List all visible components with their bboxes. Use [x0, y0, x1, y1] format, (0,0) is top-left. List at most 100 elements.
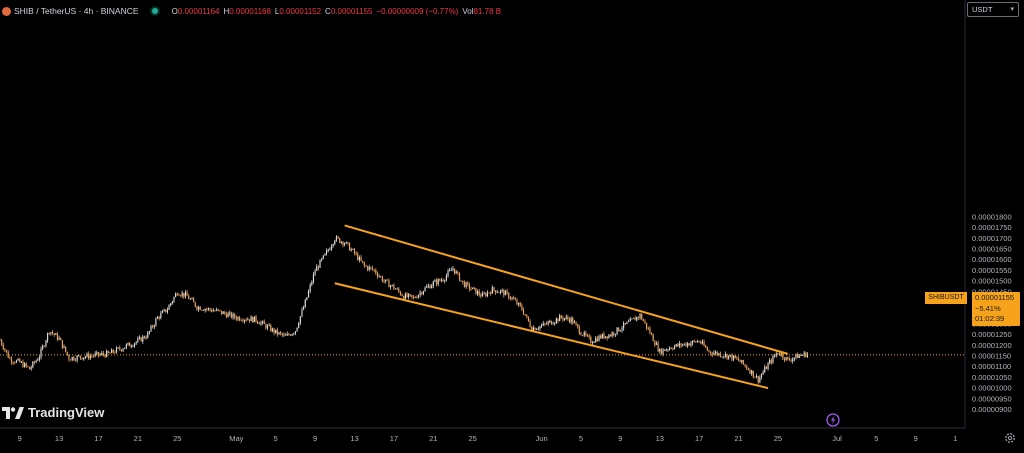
candle-body: [348, 243, 351, 251]
candle-body: [701, 341, 704, 344]
candle-body: [521, 305, 523, 310]
candle-body: [632, 317, 635, 319]
price-tick-label: 0.00001450: [972, 287, 1012, 296]
candle-body: [101, 353, 103, 355]
candle-body: [353, 248, 356, 254]
candle-body: [10, 358, 13, 363]
candle-body: [99, 354, 101, 356]
symbol-title[interactable]: SHIB / TetherUS · 4h · BINANCE: [14, 6, 139, 16]
candle-body: [600, 335, 602, 339]
candle-body: [311, 281, 313, 285]
candle-body: [700, 341, 702, 344]
candle-body: [708, 350, 710, 352]
candle-body: [575, 322, 577, 325]
candle-body: [257, 321, 259, 323]
candle-body: [81, 357, 83, 360]
candle-body: [245, 319, 247, 321]
channel-lower-line[interactable]: [334, 282, 769, 390]
candle-body: [529, 321, 531, 327]
candle-body: [196, 306, 198, 310]
candle-body: [112, 349, 114, 353]
time-tick-label: May: [229, 434, 243, 443]
current-price-change: −5.41%: [975, 303, 1001, 313]
candle-body: [414, 297, 416, 298]
candle-body: [401, 294, 403, 297]
candle-body: [48, 333, 50, 334]
candle-body: [688, 343, 690, 346]
candle-body: [68, 355, 70, 360]
chart-legend: SHIB / TetherUS · 4h · BINANCE O0.000011…: [0, 2, 960, 20]
candle-body: [798, 355, 800, 359]
candle-body: [490, 292, 492, 294]
candle-body: [394, 288, 397, 290]
price-tick-label: 0.00001550: [972, 266, 1012, 275]
candle-body: [17, 358, 19, 361]
candle-body: [467, 282, 469, 285]
candle-body: [742, 360, 745, 365]
market-status-icon[interactable]: [151, 8, 158, 14]
candle-body: [499, 290, 502, 293]
candle-body: [728, 355, 730, 359]
candle-body: [217, 309, 219, 311]
candle-body: [193, 298, 195, 303]
candle-body: [788, 358, 790, 361]
candle-body: [358, 257, 361, 260]
currency-select[interactable]: USDT ▾: [967, 2, 1019, 17]
candle-body: [609, 334, 612, 337]
volume: Vol81.78 B: [462, 6, 502, 16]
candle-body: [623, 323, 625, 329]
candle-body: [774, 355, 776, 357]
candle-body: [603, 333, 605, 339]
candle-body: [56, 333, 59, 340]
candle-body: [755, 376, 758, 378]
candle-body: [83, 357, 85, 360]
candle-body: [61, 340, 63, 348]
candle-body: [626, 322, 628, 324]
candle-body: [271, 328, 274, 332]
time-tick-label: 21: [734, 434, 742, 443]
candle-body: [160, 313, 162, 319]
candle-body: [454, 268, 456, 274]
candle-body: [206, 309, 208, 310]
time-tick-label: 9: [313, 434, 317, 443]
candle-body: [165, 309, 167, 312]
candle-body: [690, 343, 692, 346]
candle-body: [650, 333, 653, 335]
candle-body: [476, 291, 479, 295]
candle-body: [439, 279, 441, 281]
candle-body: [222, 311, 224, 314]
candle-body: [352, 248, 354, 250]
descending-channel[interactable]: [334, 224, 789, 390]
candle-body: [516, 300, 518, 305]
time-tick-label: 5: [274, 434, 278, 443]
candle-body: [186, 292, 188, 296]
tradingview-logo[interactable]: TradingView: [2, 405, 104, 420]
time-axis[interactable]: 9 13 17 21 25 May 5 9 13 17 21 25 Jun 5 9 13 17 21 25 Jul 5 9…: [18, 434, 958, 443]
candle-body: [646, 322, 648, 329]
time-tick-label: 13: [350, 434, 358, 443]
candle-body: [176, 293, 178, 295]
candle-body: [32, 361, 34, 368]
candle-body: [762, 372, 764, 375]
candle-body: [20, 361, 22, 363]
candle-body: [124, 347, 126, 349]
candle-body: [618, 327, 620, 332]
candle-body: [51, 332, 54, 334]
candle-body: [252, 316, 254, 323]
candle-body: [396, 288, 398, 290]
channel-upper-line[interactable]: [344, 224, 789, 355]
candle-body: [66, 351, 68, 355]
price-tick-label: 0.00001650: [972, 245, 1012, 254]
candle-body: [115, 347, 118, 353]
candle-body: [298, 323, 300, 328]
candle-body: [173, 297, 175, 302]
candle-body: [636, 316, 638, 321]
candle-body: [445, 275, 447, 281]
gear-icon[interactable]: [1004, 432, 1016, 444]
candle-body: [570, 317, 572, 323]
lightning-icon[interactable]: [826, 413, 840, 427]
candle-body: [296, 327, 298, 332]
candle-body: [161, 311, 164, 314]
